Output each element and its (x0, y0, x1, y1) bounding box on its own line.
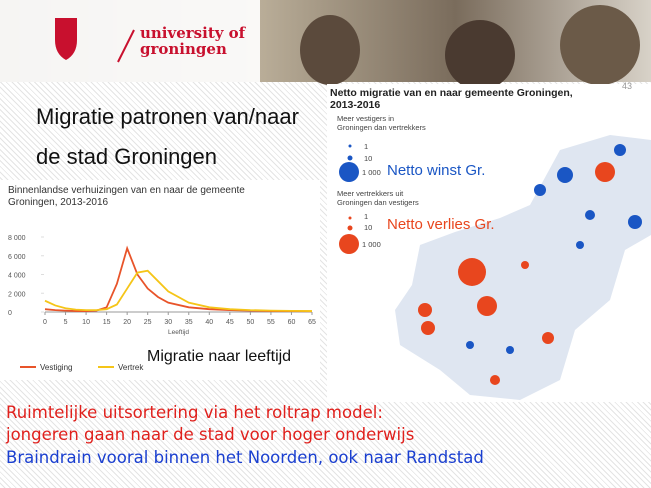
y-tick-label: 6 000 (8, 254, 26, 261)
y-tick-label: 2 000 (8, 291, 26, 298)
x-tick-label: 35 (185, 319, 193, 326)
map-legend-size: 10 (364, 223, 372, 232)
map-dot (466, 341, 474, 349)
slide-canvas: university of groningen Migratie patrone… (0, 0, 651, 488)
x-tick-label: 55 (267, 319, 275, 326)
map-legend-label: Netto winst Gr. (387, 162, 485, 179)
map-dot (576, 241, 584, 249)
map-dot (542, 332, 554, 344)
y-tick-label: 8 000 (8, 235, 26, 242)
map-legend-size: 1 (364, 142, 368, 151)
map-legend-size: 1 000 (362, 240, 381, 249)
slide: university of groningen Migratie patrone… (0, 0, 651, 488)
map-dot (595, 162, 615, 182)
map-legend-size: 10 (364, 154, 372, 163)
legend-circle (348, 226, 353, 231)
x-tick-label: 20 (123, 319, 131, 326)
x-tick-label: 50 (246, 319, 254, 326)
map-dot (521, 261, 529, 269)
photo-figure (560, 5, 640, 85)
bullet-text: Ruimtelijke uitsortering via het roltrap… (6, 403, 383, 422)
x-tick-label: 40 (205, 319, 213, 326)
map-dot (458, 258, 486, 286)
x-tick-label: 65 (308, 319, 316, 326)
x-tick-label: 25 (144, 319, 152, 326)
map-dot (418, 303, 432, 317)
map-legend-size: 1 (364, 212, 368, 221)
map-dot (506, 346, 514, 354)
x-tick-label: 10 (82, 319, 90, 326)
x-tick-label: 5 (64, 319, 68, 326)
x-tick-label: 45 (226, 319, 234, 326)
map-dot (477, 296, 497, 316)
legend-circle (348, 156, 353, 161)
map-legend-heading: Groningen dan vestigers (337, 198, 419, 207)
photo-figure (300, 15, 360, 85)
page-number: 43 (622, 81, 632, 91)
legend-circle (349, 145, 352, 148)
map-dot (421, 321, 435, 335)
map-legend-heading: Groningen dan vertrekkers (337, 123, 426, 132)
map-legend-label: Netto verlies Gr. (387, 216, 495, 233)
x-tick-label: 30 (164, 319, 172, 326)
bullet-text: Braindrain vooral binnen het Noorden, oo… (6, 448, 484, 467)
map-dot (614, 144, 626, 156)
map-dot (585, 210, 595, 220)
map-dot (534, 184, 546, 196)
x-axis-label: Leeftijd (168, 329, 189, 336)
slide-title: Migratie patronen van/naar (36, 104, 299, 129)
map-dot (490, 375, 500, 385)
map-legend-size: 1 000 (362, 168, 381, 177)
bullet-text: jongeren gaan naar de stad voor hoger on… (5, 425, 414, 444)
photo-figure (445, 20, 515, 90)
logo-text: groningen (140, 40, 227, 58)
x-tick-label: 60 (288, 319, 296, 326)
map-title: Netto migratie van en naar gemeente Gron… (330, 87, 573, 99)
legend-circle (339, 162, 359, 182)
map-legend-heading: Meer vertrekkers uit (337, 189, 404, 198)
y-tick-label: 4 000 (8, 273, 26, 280)
y-tick-label: 0 (8, 310, 12, 317)
x-tick-label: 0 (43, 319, 47, 326)
x-tick-label: 15 (103, 319, 111, 326)
legend-label: Vertrek (118, 363, 144, 372)
legend-label: Vestiging (40, 363, 72, 372)
map-legend-heading: Meer vestigers in (337, 114, 394, 123)
chart-title: Binnenlandse verhuizingen van en naar de… (8, 185, 245, 196)
chart-title: Groningen, 2013-2016 (8, 197, 109, 208)
legend-circle (349, 217, 352, 220)
slide-title: de stad Groningen (36, 144, 217, 169)
map-dot (628, 215, 642, 229)
map-title: 2013-2016 (330, 99, 380, 111)
map-dot (557, 167, 573, 183)
legend-circle (339, 234, 359, 254)
chart-caption: Migratie naar leeftijd (147, 348, 291, 365)
